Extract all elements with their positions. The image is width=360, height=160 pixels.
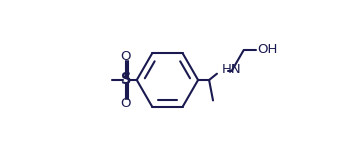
Text: OH: OH: [257, 43, 278, 56]
Text: HN: HN: [222, 63, 241, 76]
Text: S: S: [121, 72, 131, 88]
Text: O: O: [121, 50, 131, 63]
Text: O: O: [121, 97, 131, 110]
